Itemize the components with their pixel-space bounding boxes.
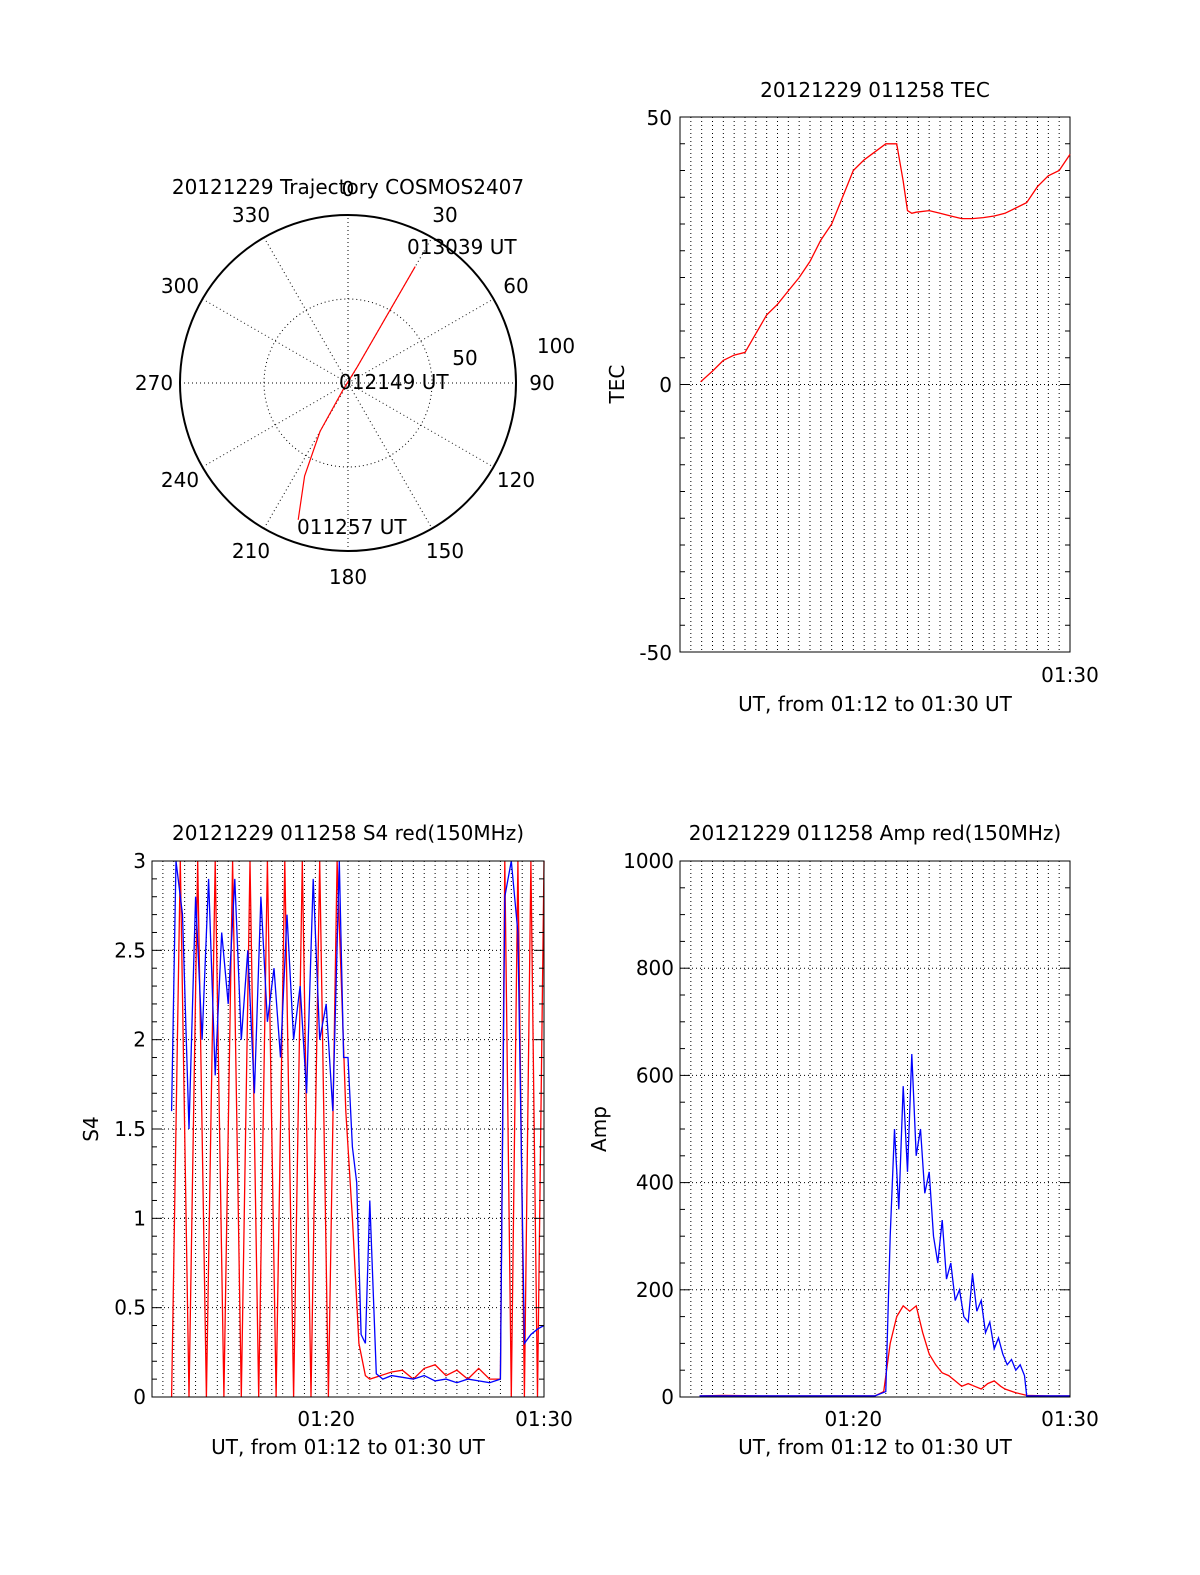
- amp-ytick-label: 200: [636, 1278, 674, 1302]
- series-line-0: [699, 1304, 1070, 1397]
- polar-labels: 0 30 60 90 120 150 180 210 240 270 300 330 50 100: [135, 177, 575, 589]
- s4-series-group: [170, 860, 545, 1398]
- s4-ytick-label: 0: [133, 1385, 146, 1409]
- amp-ytick-label: 1000: [623, 849, 674, 873]
- polar-panel: 20121229 Trajectory COSMOS2407 0 30 60 90 12…: [135, 175, 575, 589]
- polar-angle-label: 300: [161, 274, 199, 298]
- s4-ylabel: S4: [79, 1116, 103, 1141]
- track-mid-label: 012149 UT: [339, 370, 449, 394]
- polar-angle-label: 90: [529, 371, 554, 395]
- s4-xlabel: UT, from 01:12 to 01:30 UT: [211, 1435, 486, 1459]
- amp-grid: [680, 861, 1070, 1397]
- polar-angle-label: 270: [135, 371, 173, 395]
- series-line-1: [699, 1053, 1070, 1397]
- tec-title: 20121229 011258 TEC: [760, 78, 990, 102]
- s4-panel: 20121229 011258 S4 red(150MHz) 0 0.5 1 1.5 2…: [79, 821, 573, 1459]
- tec-ytick-neg50: -50: [639, 641, 672, 665]
- track-start-label: 011257 UT: [297, 515, 407, 539]
- s4-ytick-labels: 0 0.5 1 1.5 2 2.5 3: [114, 849, 146, 1409]
- amp-ylabel: Amp: [587, 1106, 611, 1152]
- tec-ytick-50: 50: [647, 106, 672, 130]
- trajectory-track: [297, 266, 416, 520]
- polar-spoke: [263, 237, 433, 529]
- tec-xtick-0130: 01:30: [1041, 663, 1099, 687]
- s4-title: 20121229 011258 S4 red(150MHz): [172, 821, 524, 845]
- tec-panel: 20121229 011258 TEC 50 0 -50 01:30 UT, f…: [605, 78, 1099, 716]
- amp-panel: 20121229 011258 Amp red(150MHz) 0 200 400 6…: [587, 821, 1099, 1459]
- track-end-label: 013039 UT: [407, 235, 517, 259]
- amp-ytick-labels: 0 200 400 600 800 1000: [623, 849, 674, 1409]
- amp-ytick-label: 800: [636, 956, 674, 980]
- amp-xtick-label: 01:30: [1041, 1407, 1099, 1431]
- s4-xtick-label: 01:30: [515, 1407, 573, 1431]
- s4-ytick-label: 3: [133, 849, 146, 873]
- s4-ticks: [152, 860, 544, 1398]
- polar-angle-label: 240: [161, 468, 199, 492]
- series-line-1: [170, 860, 545, 1384]
- amp-series-group: [699, 1053, 1070, 1397]
- polar-angle-label: 330: [232, 203, 270, 227]
- s4-ytick-label: 1.5: [114, 1117, 146, 1141]
- s4-ytick-label: 2.5: [114, 938, 146, 962]
- polar-angle-label: 180: [329, 565, 367, 589]
- polar-angle-label: 150: [426, 539, 464, 563]
- s4-ytick-label: 2: [133, 1028, 146, 1052]
- amp-xtick-label: 01:20: [825, 1407, 883, 1431]
- tec-ylabel: TEC: [605, 365, 629, 405]
- amp-ytick-label: 0: [661, 1385, 674, 1409]
- polar-angle-label: 210: [232, 539, 270, 563]
- s4-xtick-labels: 01:20 01:30: [297, 1407, 572, 1431]
- amp-title: 20121229 011258 Amp red(150MHz): [689, 821, 1061, 845]
- s4-ytick-label: 0.5: [114, 1296, 146, 1320]
- tec-grid: [680, 117, 1070, 652]
- polar-radial-label: 50: [452, 346, 477, 370]
- polar-radial-label: 100: [537, 334, 575, 358]
- amp-ytick-label: 600: [636, 1063, 674, 1087]
- amp-ytick-label: 400: [636, 1171, 674, 1195]
- polar-title: 20121229 Trajectory COSMOS2407: [172, 175, 524, 199]
- polar-grid: [179, 214, 517, 552]
- s4-grid: [152, 861, 544, 1397]
- amp-ticks: [680, 860, 1070, 1398]
- amp-xtick-labels: 01:20 01:30: [825, 1407, 1099, 1431]
- series-line-0: [700, 143, 1071, 383]
- polar-angle-label: 30: [432, 203, 457, 227]
- polar-angle-label: 0: [342, 177, 355, 201]
- tec-ticks: [680, 116, 1070, 653]
- tec-series-group: [700, 143, 1071, 383]
- s4-ytick-label: 1: [133, 1206, 146, 1230]
- amp-xlabel: UT, from 01:12 to 01:30 UT: [738, 1435, 1013, 1459]
- tec-ytick-0: 0: [659, 373, 672, 397]
- s4-xtick-label: 01:20: [297, 1407, 355, 1431]
- tec-xlabel: UT, from 01:12 to 01:30 UT: [738, 692, 1013, 716]
- polar-angle-label: 60: [503, 274, 528, 298]
- polar-angle-label: 120: [497, 468, 535, 492]
